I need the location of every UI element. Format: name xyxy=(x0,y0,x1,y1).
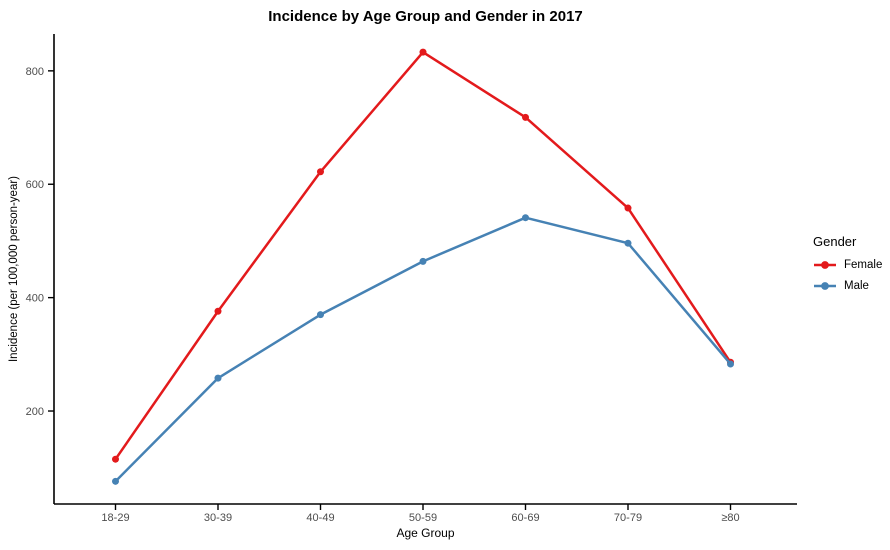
data-point-male-0 xyxy=(112,477,119,485)
chart-title: Incidence by Age Group and Gender in 201… xyxy=(268,8,583,25)
y-tick-label: 800 xyxy=(26,66,44,78)
data-point-female-0 xyxy=(112,455,119,463)
data-point-female-3 xyxy=(419,48,427,56)
x-tick-label: 30-39 xyxy=(204,512,232,524)
x-tick-label: 50-59 xyxy=(409,512,437,524)
data-point-female-4 xyxy=(522,113,529,121)
x-axis-title: Age Group xyxy=(396,526,455,540)
series-line-male xyxy=(114,216,732,483)
legend-label-female: Female xyxy=(844,259,883,271)
x-tick-label: ≥80 xyxy=(721,512,739,524)
legend-item-male: Male xyxy=(813,279,882,293)
data-point-male-6 xyxy=(727,360,734,368)
legend-label-male: Male xyxy=(844,280,869,292)
x-tick-label: 18-29 xyxy=(101,512,129,524)
y-tick-label: 200 xyxy=(26,406,44,418)
male-line-key-icon xyxy=(814,282,836,290)
female-line-key-icon xyxy=(814,261,836,269)
data-point-male-4 xyxy=(522,214,529,222)
data-point-male-2 xyxy=(317,311,324,319)
x-tick-label: 60-69 xyxy=(511,512,539,524)
data-point-male-3 xyxy=(419,257,427,265)
legend-item-female: Female xyxy=(813,258,882,272)
data-point-male-5 xyxy=(624,239,632,247)
data-point-female-2 xyxy=(317,168,324,176)
y-tick-label: 600 xyxy=(26,179,44,191)
legend: Gender Female Male xyxy=(813,234,882,300)
y-tick-label: 400 xyxy=(26,293,44,305)
legend-title: Gender xyxy=(813,234,857,249)
data-point-male-1 xyxy=(214,374,222,382)
data-point-female-5 xyxy=(624,204,632,212)
x-tick-label: 70-79 xyxy=(614,512,642,524)
data-point-female-1 xyxy=(214,307,222,315)
x-tick-label: 40-49 xyxy=(306,512,334,524)
